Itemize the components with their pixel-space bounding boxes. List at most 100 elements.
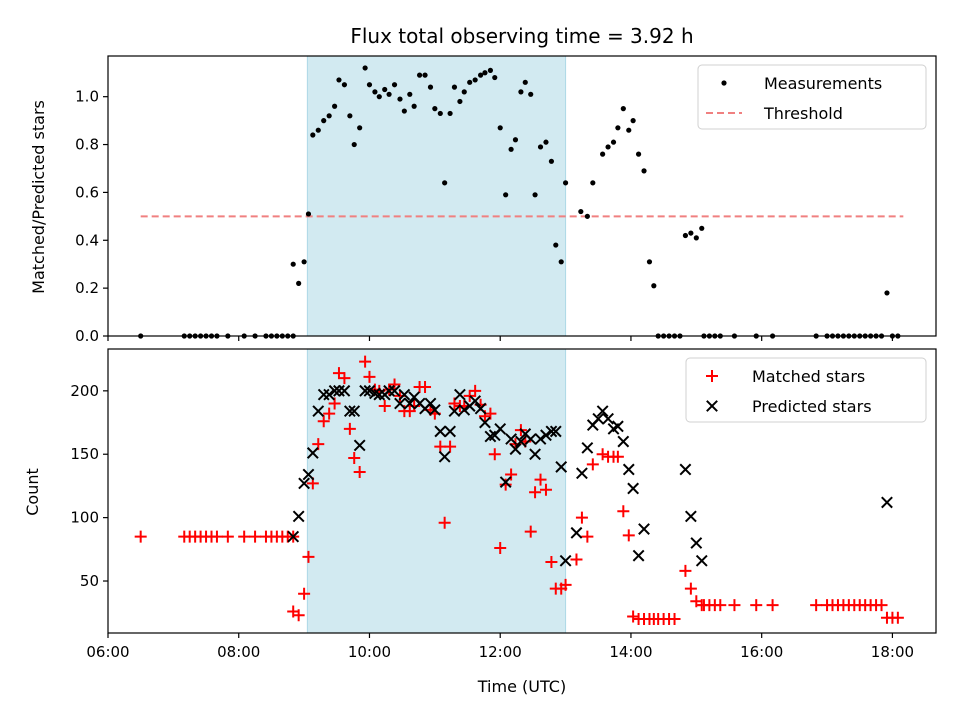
x-tick-label: 06:00 (86, 643, 129, 661)
predicted-point (428, 403, 441, 416)
measurement-point (688, 230, 694, 236)
matched-point (684, 582, 697, 595)
matched-point (570, 553, 583, 566)
matched-point (499, 478, 512, 491)
measurement-point (447, 110, 453, 117)
measurement-point (427, 84, 434, 90)
predicted-point (302, 468, 315, 481)
measurement-point (442, 180, 448, 186)
predicted-point (494, 422, 507, 435)
matched-point (444, 440, 457, 453)
matched-point (539, 483, 552, 496)
predicted-point (333, 384, 345, 397)
legend-swatch (706, 400, 718, 412)
measurement-point (532, 192, 538, 198)
matched-point (505, 468, 518, 481)
matched-point (668, 613, 681, 626)
bottom-series-0 (134, 355, 904, 626)
bottom-series-1 (287, 384, 893, 567)
predicted-point (632, 549, 645, 562)
x-tick-label: 18:00 (871, 643, 914, 661)
top-series-0 (138, 65, 901, 339)
predicted-point (515, 435, 527, 448)
matched-point (388, 378, 401, 391)
top-legend: Measurements Threshold (697, 64, 927, 130)
bottom-panel: 50 100 150 200 06:00 08:00 10:00 12:00 14:00 16:0… (70, 348, 937, 661)
matched-point (559, 578, 572, 591)
predicted-point (317, 388, 330, 401)
measurement-point (518, 89, 524, 95)
predicted-point (338, 384, 351, 397)
matched-point (581, 530, 594, 543)
measurement-point (478, 72, 484, 78)
matched-point (419, 381, 432, 394)
measurement-point (326, 113, 332, 119)
measurement-point (590, 180, 596, 186)
matched-point (622, 529, 635, 542)
y-tick-label: 200 (70, 382, 99, 400)
measurement-point (467, 79, 473, 85)
matched-point (317, 415, 330, 428)
matched-point (586, 458, 599, 471)
predicted-point (695, 554, 708, 567)
predicted-point (403, 397, 416, 410)
measurement-point (682, 232, 689, 239)
measurement-point (357, 125, 363, 131)
measurement-point (301, 259, 307, 265)
measurement-point (432, 106, 438, 112)
matched-point (575, 511, 588, 524)
x-tick-label: 08:00 (217, 643, 260, 661)
measurement-point (482, 70, 488, 76)
measurement-point (457, 98, 463, 105)
measurement-point (497, 125, 503, 131)
measurement-point (451, 84, 458, 90)
matched-point (875, 599, 888, 612)
matched-point (750, 599, 763, 612)
measurement-point (310, 132, 316, 138)
measurement-point (626, 127, 632, 133)
x-tick-label: 14:00 (609, 643, 652, 661)
measurement-point (693, 235, 699, 241)
measurement-point (578, 208, 584, 215)
predicted-point (576, 467, 588, 480)
predicted-point (679, 463, 692, 476)
top-y-axis-label: Matched/Predicted stars (29, 100, 48, 294)
chart-title: Flux total observing time = 3.92 h (350, 24, 693, 48)
predicted-point (438, 450, 451, 463)
top-panel: 0.0 0.2 0.4 0.6 0.8 1.0 Measurements Threshold (75, 55, 937, 345)
matched-point (534, 473, 547, 486)
predicted-point (684, 510, 697, 523)
legend-swatch (706, 370, 718, 382)
measurement-point (553, 242, 559, 248)
y-tick-label: 50 (80, 572, 99, 590)
predicted-point (509, 443, 522, 456)
y-tick-label: 0.0 (75, 327, 99, 345)
matched-point (221, 530, 234, 543)
matched-point (353, 465, 366, 478)
measurement-point (341, 82, 348, 88)
predicted-point (469, 395, 482, 407)
measurement-point (382, 86, 388, 93)
predicted-point (549, 425, 562, 438)
x-tick-label: 16:00 (740, 643, 783, 661)
predicted-point (617, 435, 630, 448)
predicted-point (434, 425, 447, 438)
predicted-point (881, 496, 893, 509)
matched-point (210, 530, 223, 543)
matched-point (596, 448, 609, 461)
measurement-point (543, 139, 549, 145)
measurement-point (600, 151, 606, 157)
predicted-point (524, 433, 537, 445)
predicted-point (312, 405, 325, 418)
bottom-observing-window (306, 348, 567, 634)
measurement-point (372, 89, 378, 95)
measurement-point (610, 139, 617, 145)
predicted-point (622, 463, 635, 476)
measurement-point (437, 110, 443, 117)
measurement-point (558, 259, 564, 265)
predicted-point (592, 412, 605, 425)
predicted-point (479, 416, 491, 429)
measurement-point (699, 225, 705, 231)
matched-point (378, 400, 391, 413)
